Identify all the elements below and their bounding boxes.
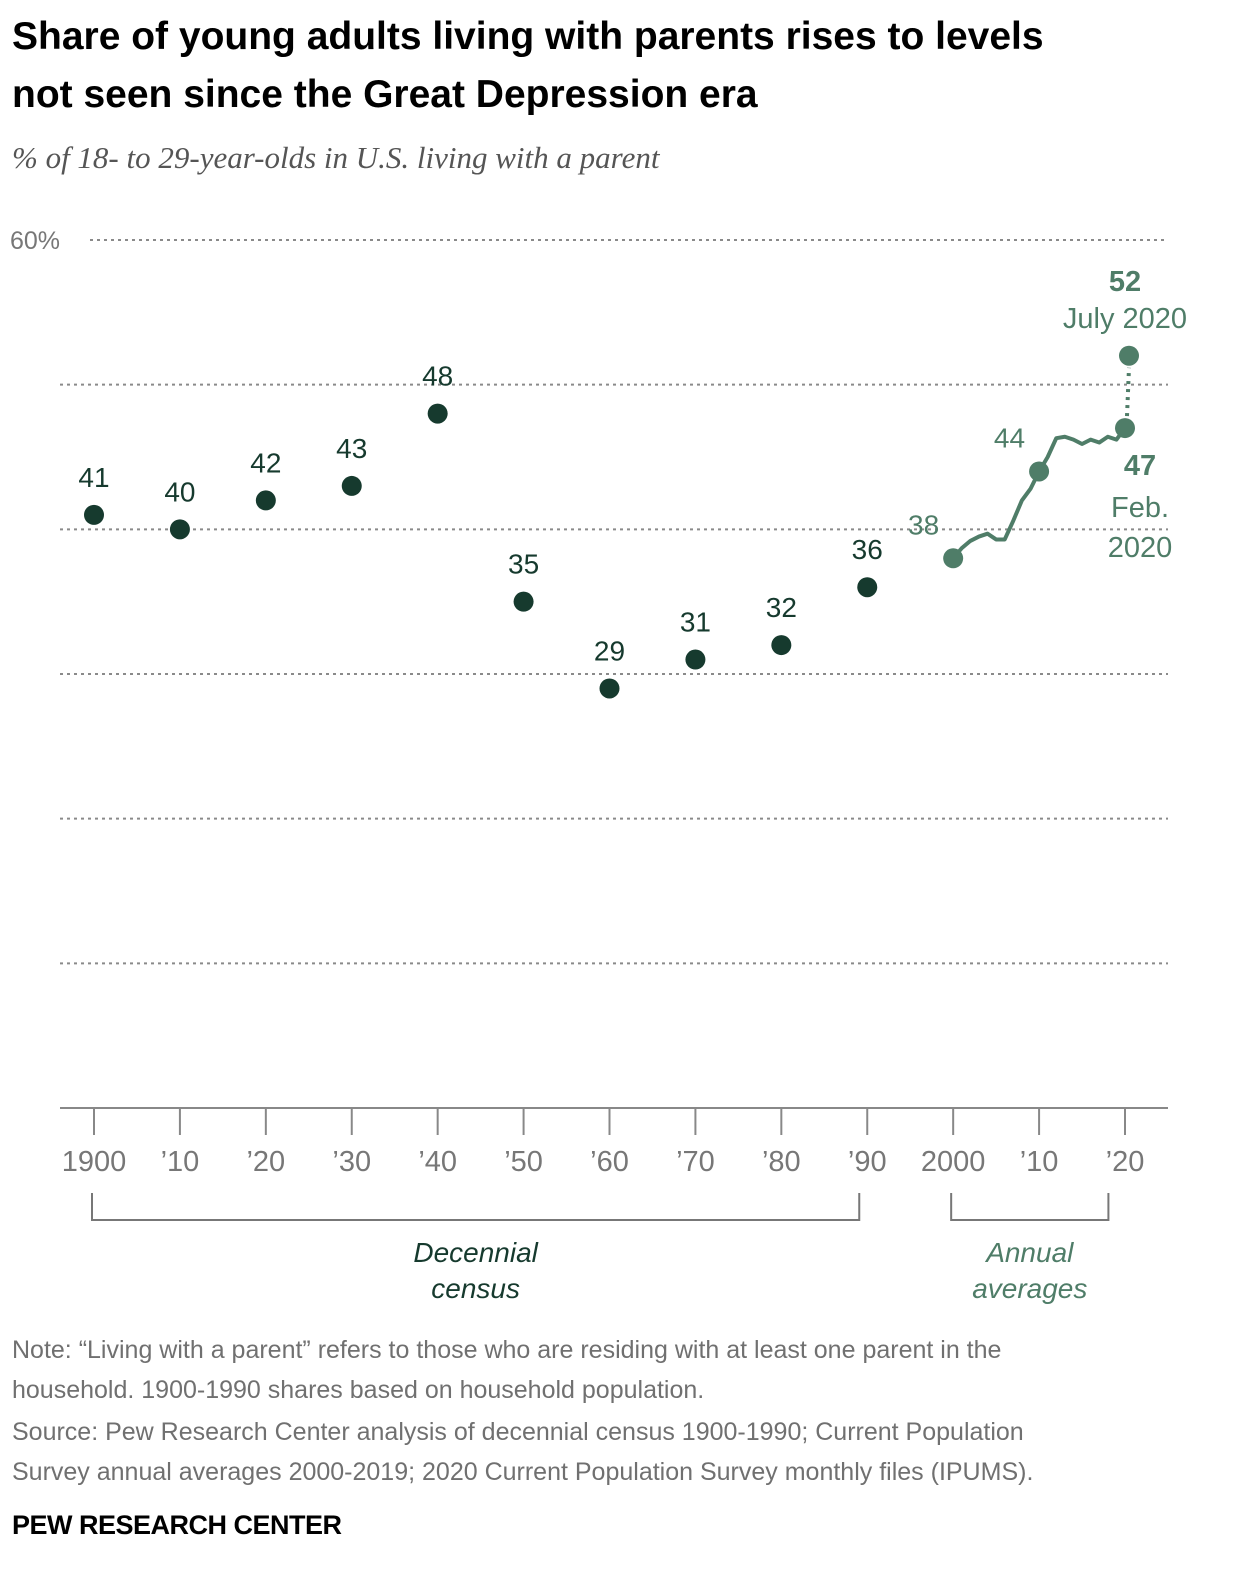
x-tick-label: ’10 — [161, 1146, 200, 1178]
value-label: 47 — [1124, 450, 1156, 482]
value-label: 31 — [680, 607, 711, 638]
dot — [427, 403, 448, 424]
value-label: 41 — [78, 462, 109, 493]
note: Note: “Living with a parent” refers to t… — [12, 1330, 1001, 1410]
source: Source: Pew Research Center analysis of … — [12, 1412, 1033, 1492]
dot — [169, 519, 190, 540]
x-tick-label: ’40 — [418, 1146, 457, 1178]
x-tick-label: ’30 — [332, 1146, 371, 1178]
value-label: 38 — [908, 509, 939, 540]
dot — [1119, 345, 1139, 366]
value-label: 29 — [594, 635, 625, 666]
x-tick-label: ’50 — [504, 1146, 543, 1178]
dot — [341, 475, 362, 496]
point-label: July 2020 — [1063, 303, 1187, 335]
dot — [1115, 418, 1135, 439]
series-label: Annual averages — [972, 1237, 1088, 1304]
value-label: 32 — [766, 592, 797, 623]
dot — [857, 577, 878, 598]
note-line: household. 1900-1990 shares based on hou… — [12, 1376, 705, 1404]
chart-title: Share of young adults living with parent… — [12, 8, 1044, 124]
value-label: 43 — [336, 433, 367, 464]
point-label: Feb. 2020 — [1107, 492, 1173, 565]
x-tick-label: 1900 — [62, 1146, 127, 1178]
dot — [1029, 461, 1050, 482]
dot — [255, 490, 276, 511]
source-line: Source: Pew Research Center analysis of … — [12, 1418, 1024, 1446]
x-tick-label: ’60 — [590, 1146, 629, 1178]
value-label: 35 — [508, 549, 539, 580]
bracket — [91, 1193, 861, 1221]
value-label: 48 — [422, 361, 453, 392]
note-line: Note: “Living with a parent” refers to t… — [12, 1336, 1002, 1364]
x-tick-label: ’10 — [1020, 1146, 1059, 1178]
x-tick-label: ’90 — [848, 1146, 887, 1178]
dot — [685, 649, 706, 670]
bracket — [950, 1193, 1110, 1221]
series-label: Decennial census — [413, 1237, 538, 1304]
value-label: 52 — [1109, 266, 1141, 298]
dot — [513, 591, 534, 612]
x-tick-label: ’20 — [246, 1146, 285, 1178]
brand: PEW RESEARCH CENTER — [12, 1510, 342, 1540]
value-label: 42 — [250, 447, 281, 478]
value-label: 44 — [994, 422, 1025, 453]
source-line: Survey annual averages 2000-2019; 2020 C… — [12, 1458, 1034, 1486]
connector — [1125, 367, 1131, 417]
x-tick-label: ’70 — [676, 1146, 715, 1178]
value-label: 40 — [164, 476, 195, 507]
dot — [84, 504, 104, 525]
title-line: Share of young adults living with parent… — [12, 15, 1044, 58]
subtitle: % of 18- to 29-year-olds in U.S. living … — [12, 140, 660, 175]
dot — [771, 635, 792, 656]
dot — [943, 548, 964, 569]
title-line: not seen since the Great Depression era — [12, 73, 758, 116]
x-tick-label: 2000 — [921, 1146, 986, 1178]
value-label: 36 — [852, 534, 883, 565]
dot — [599, 678, 620, 699]
x-tick-label: ’80 — [762, 1146, 801, 1178]
y-tick-label: 60% — [10, 227, 60, 255]
x-tick-label: ’20 — [1106, 1146, 1145, 1178]
